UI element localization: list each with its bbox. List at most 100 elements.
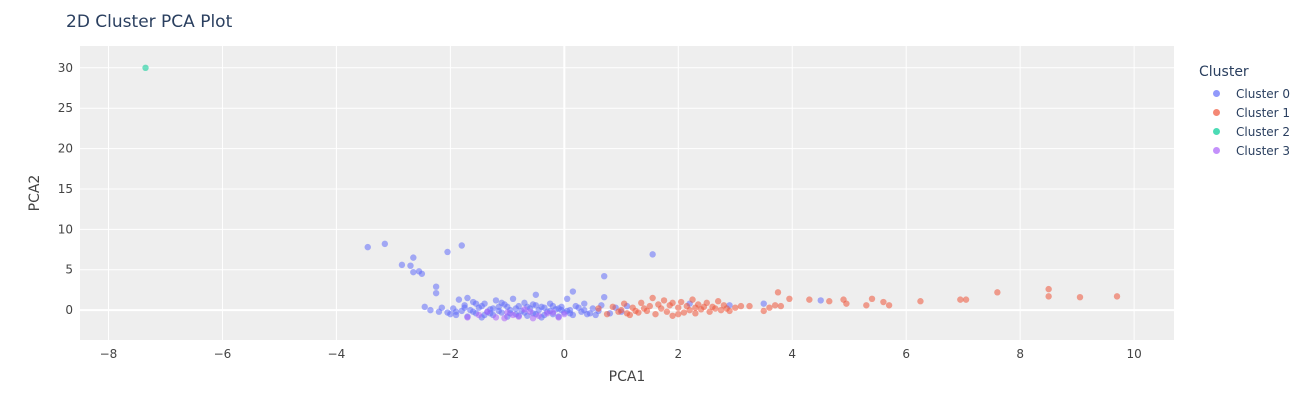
data-point[interactable] bbox=[1113, 293, 1121, 300]
data-point[interactable] bbox=[646, 302, 653, 310]
data-point[interactable] bbox=[680, 309, 688, 316]
data-point[interactable] bbox=[732, 304, 739, 311]
data-point[interactable] bbox=[714, 298, 722, 305]
data-point[interactable] bbox=[601, 293, 608, 301]
data-point[interactable] bbox=[623, 310, 631, 317]
data-point[interactable] bbox=[675, 304, 682, 311]
data-point[interactable] bbox=[595, 305, 602, 312]
data-point[interactable] bbox=[452, 308, 460, 315]
data-point[interactable] bbox=[700, 303, 708, 311]
series-cluster-3[interactable] bbox=[464, 306, 568, 322]
data-point[interactable] bbox=[418, 270, 426, 277]
data-point[interactable] bbox=[675, 310, 682, 318]
data-point[interactable] bbox=[962, 296, 970, 303]
data-point[interactable] bbox=[692, 310, 699, 317]
data-point[interactable] bbox=[501, 314, 508, 322]
data-point[interactable] bbox=[677, 298, 685, 306]
data-point[interactable] bbox=[917, 298, 924, 305]
data-point[interactable] bbox=[492, 297, 500, 304]
data-point[interactable] bbox=[774, 289, 782, 296]
data-point[interactable] bbox=[498, 299, 505, 307]
data-point[interactable] bbox=[880, 298, 887, 306]
data-point[interactable] bbox=[484, 308, 491, 315]
data-point[interactable] bbox=[885, 302, 893, 309]
data-point[interactable] bbox=[581, 300, 588, 307]
data-point[interactable] bbox=[515, 313, 522, 320]
series-cluster-1[interactable] bbox=[595, 285, 1121, 319]
data-point[interactable] bbox=[1045, 293, 1052, 300]
data-point[interactable] bbox=[538, 303, 545, 311]
series-cluster-2[interactable] bbox=[142, 64, 149, 72]
data-point[interactable] bbox=[826, 298, 833, 305]
legend-item[interactable]: Cluster 2 bbox=[1199, 122, 1290, 141]
data-point[interactable] bbox=[427, 306, 434, 314]
data-point[interactable] bbox=[432, 289, 440, 297]
data-point[interactable] bbox=[638, 299, 645, 307]
data-point[interactable] bbox=[458, 242, 465, 249]
data-point[interactable] bbox=[655, 301, 662, 308]
data-point[interactable] bbox=[447, 310, 454, 318]
data-point[interactable] bbox=[652, 310, 659, 318]
data-point[interactable] bbox=[489, 305, 497, 312]
data-point[interactable] bbox=[746, 302, 753, 310]
data-point[interactable] bbox=[618, 306, 625, 314]
data-point[interactable] bbox=[504, 309, 511, 316]
data-point[interactable] bbox=[495, 307, 502, 315]
data-point[interactable] bbox=[868, 295, 876, 303]
data-point[interactable] bbox=[526, 308, 534, 315]
data-point[interactable] bbox=[410, 254, 417, 261]
data-point[interactable] bbox=[603, 310, 611, 318]
data-point[interactable] bbox=[563, 295, 571, 303]
data-point[interactable] bbox=[521, 306, 528, 313]
data-point[interactable] bbox=[529, 301, 537, 308]
data-point[interactable] bbox=[512, 305, 520, 312]
data-point[interactable] bbox=[561, 310, 568, 318]
data-point[interactable] bbox=[771, 302, 779, 309]
data-point[interactable] bbox=[421, 303, 428, 311]
data-point[interactable] bbox=[723, 305, 730, 312]
data-point[interactable] bbox=[549, 309, 557, 316]
data-point[interactable] bbox=[535, 312, 542, 319]
data-point[interactable] bbox=[843, 300, 850, 307]
data-point[interactable] bbox=[381, 240, 389, 248]
data-point[interactable] bbox=[712, 305, 719, 312]
data-point[interactable] bbox=[994, 289, 1001, 296]
data-point[interactable] bbox=[438, 304, 446, 311]
data-point[interactable] bbox=[620, 300, 628, 307]
data-point[interactable] bbox=[455, 296, 463, 303]
data-point[interactable] bbox=[444, 248, 451, 256]
data-point[interactable] bbox=[817, 297, 824, 304]
data-point[interactable] bbox=[609, 303, 616, 311]
data-point[interactable] bbox=[532, 291, 540, 298]
data-point[interactable] bbox=[1076, 293, 1084, 301]
data-point[interactable] bbox=[863, 302, 870, 309]
data-point[interactable] bbox=[957, 296, 964, 303]
data-point[interactable] bbox=[398, 261, 406, 269]
data-point[interactable] bbox=[692, 304, 699, 311]
data-point[interactable] bbox=[549, 302, 557, 310]
data-point[interactable] bbox=[469, 308, 477, 315]
data-point[interactable] bbox=[509, 311, 517, 319]
data-point[interactable] bbox=[592, 311, 599, 319]
data-point[interactable] bbox=[492, 314, 500, 321]
data-point[interactable] bbox=[410, 268, 417, 276]
data-point[interactable] bbox=[640, 305, 648, 312]
data-point[interactable] bbox=[464, 314, 471, 321]
data-point[interactable] bbox=[569, 288, 577, 295]
legend-item[interactable]: Cluster 0 bbox=[1199, 84, 1290, 103]
data-point[interactable] bbox=[461, 304, 468, 311]
data-point[interactable] bbox=[142, 64, 149, 72]
data-point[interactable] bbox=[464, 294, 471, 302]
data-point[interactable] bbox=[649, 294, 656, 302]
data-point[interactable] bbox=[566, 310, 574, 317]
data-point[interactable] bbox=[544, 310, 551, 317]
data-point[interactable] bbox=[529, 314, 537, 322]
data-point[interactable] bbox=[1045, 285, 1052, 293]
data-point[interactable] bbox=[760, 307, 767, 315]
data-point[interactable] bbox=[806, 296, 813, 303]
data-point[interactable] bbox=[581, 306, 588, 314]
data-point[interactable] bbox=[669, 312, 676, 319]
data-point[interactable] bbox=[777, 302, 785, 310]
data-point[interactable] bbox=[660, 297, 668, 304]
